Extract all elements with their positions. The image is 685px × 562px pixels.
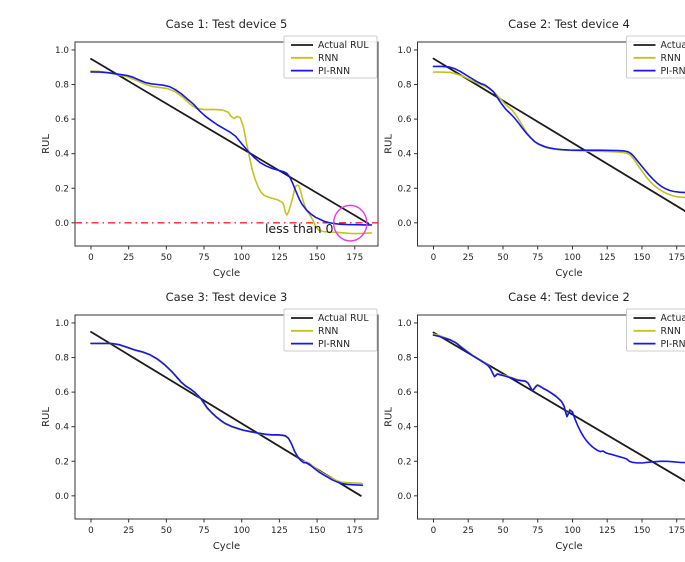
y-tick-label: 0.8 — [55, 354, 69, 364]
legend-label-actual: Actual RUL — [661, 313, 685, 324]
subplot-title: Case 1: Test device 5 — [166, 17, 288, 31]
legend-label-actual: Actual RUL — [661, 40, 685, 51]
y-tick-label: 0.2 — [398, 184, 412, 194]
subplot-title: Case 4: Test device 2 — [508, 290, 630, 304]
y-tick-label: 0.4 — [398, 423, 412, 433]
y-tick-label: 0.8 — [398, 354, 412, 364]
x-tick-label: 50 — [497, 526, 509, 536]
y-tick-label: 0.2 — [55, 457, 69, 467]
x-tick-label: 175 — [346, 526, 363, 536]
y-tick-label: 0.8 — [398, 81, 412, 91]
x-tick-label: 150 — [309, 253, 326, 263]
x-tick-label: 150 — [309, 526, 326, 536]
x-tick-label: 175 — [346, 253, 363, 263]
x-tick-label: 100 — [564, 526, 581, 536]
x-tick-label: 0 — [88, 253, 94, 263]
x-axis-label: Cycle — [555, 541, 582, 552]
subplot-title: Case 2: Test device 4 — [508, 17, 630, 31]
legend-label-rnn: RNN — [661, 53, 681, 64]
x-tick-label: 50 — [161, 526, 173, 536]
y-axis-label: RUL — [41, 134, 52, 154]
x-tick-label: 125 — [271, 253, 288, 263]
x-axis-label: Cycle — [555, 268, 582, 279]
legend-label-pirnn: PI-RNN — [318, 339, 350, 350]
x-tick-label: 0 — [431, 253, 437, 263]
subplot-case-2: Case 2: Test device 4 Cycle RUL 0 25 50 75 100 1… — [382, 16, 685, 289]
legend-label-rnn: RNN — [318, 326, 338, 337]
x-tick-label: 75 — [198, 253, 209, 263]
y-tick-label: 0.6 — [55, 115, 69, 125]
x-tick-label: 50 — [497, 253, 509, 263]
x-tick-label: 100 — [233, 253, 250, 263]
legend-label-actual: Actual RUL — [318, 40, 369, 51]
x-tick-label: 150 — [634, 253, 651, 263]
chart-case-2: Case 2: Test device 4 Cycle RUL 0 25 50 75 100 1… — [382, 16, 685, 289]
x-tick-label: 75 — [198, 526, 209, 536]
rul-prediction-figure: Case 1: Test device 5 Cycle RUL 0 25 50 75 100 1… — [0, 0, 685, 546]
x-tick-label: 150 — [634, 526, 651, 536]
y-tick-label: 0.4 — [398, 150, 412, 160]
legend-label-pirnn: PI-RNN — [661, 66, 685, 77]
x-tick-label: 25 — [463, 526, 474, 536]
y-tick-label: 0.8 — [55, 81, 69, 91]
y-tick-label: 0.4 — [55, 150, 69, 160]
legend-label-pirnn: PI-RNN — [318, 66, 350, 77]
x-tick-label: 25 — [123, 526, 134, 536]
y-tick-label: 1.0 — [398, 46, 412, 56]
y-tick-label: 0.2 — [55, 184, 69, 194]
x-tick-label: 75 — [532, 526, 543, 536]
subplot-title: Case 3: Test device 3 — [166, 290, 288, 304]
x-tick-label: 175 — [668, 526, 685, 536]
x-axis-label: Cycle — [213, 541, 240, 552]
y-tick-label: 0.2 — [398, 457, 412, 467]
y-tick-label: 0.0 — [398, 219, 412, 229]
x-tick-label: 175 — [668, 253, 685, 263]
chart-case-4: Case 4: Test device 2 Cycle RUL 0 25 50 75 100 1… — [382, 289, 685, 562]
subplot-case-1: Case 1: Test device 5 Cycle RUL 0 25 50 75 100 1… — [40, 16, 382, 289]
subplot-case-3: Case 3: Test device 3 Cycle RUL 0 25 50 75 100 1… — [40, 289, 382, 562]
x-tick-label: 75 — [532, 253, 543, 263]
x-tick-label: 25 — [123, 253, 134, 263]
x-tick-label: 50 — [161, 253, 173, 263]
x-tick-label: 0 — [431, 526, 437, 536]
chart-case-1: Case 1: Test device 5 Cycle RUL 0 25 50 75 100 1… — [40, 16, 382, 289]
legend-label-rnn: RNN — [661, 326, 681, 337]
x-tick-label: 100 — [233, 526, 250, 536]
x-tick-label: 0 — [88, 526, 94, 536]
y-tick-label: 0.0 — [55, 219, 69, 229]
y-axis-label: RUL — [384, 134, 395, 154]
y-tick-label: 0.0 — [55, 492, 69, 502]
y-tick-label: 0.4 — [55, 423, 69, 433]
subplot-case-4: Case 4: Test device 2 Cycle RUL 0 25 50 75 100 1… — [382, 289, 685, 562]
x-tick-label: 125 — [599, 526, 616, 536]
legend-label-actual: Actual RUL — [318, 313, 369, 324]
chart-case-3: Case 3: Test device 3 Cycle RUL 0 25 50 75 100 1… — [40, 289, 382, 562]
y-tick-label: 0.6 — [398, 388, 412, 398]
y-tick-label: 0.6 — [398, 115, 412, 125]
x-axis-label: Cycle — [213, 268, 240, 279]
y-axis-label: RUL — [41, 407, 52, 427]
y-tick-label: 1.0 — [55, 46, 69, 56]
y-tick-label: 1.0 — [398, 319, 412, 329]
y-tick-label: 0.0 — [398, 492, 412, 502]
y-axis-label: RUL — [384, 407, 395, 427]
legend-label-rnn: RNN — [318, 53, 338, 64]
x-tick-label: 125 — [599, 253, 616, 263]
y-tick-label: 1.0 — [55, 319, 69, 329]
x-tick-label: 100 — [564, 253, 581, 263]
legend-label-pirnn: PI-RNN — [661, 339, 685, 350]
x-tick-label: 125 — [271, 526, 288, 536]
less-than-zero-annotation: less than 0 — [265, 221, 334, 236]
y-tick-label: 0.6 — [55, 388, 69, 398]
x-tick-label: 25 — [463, 253, 474, 263]
